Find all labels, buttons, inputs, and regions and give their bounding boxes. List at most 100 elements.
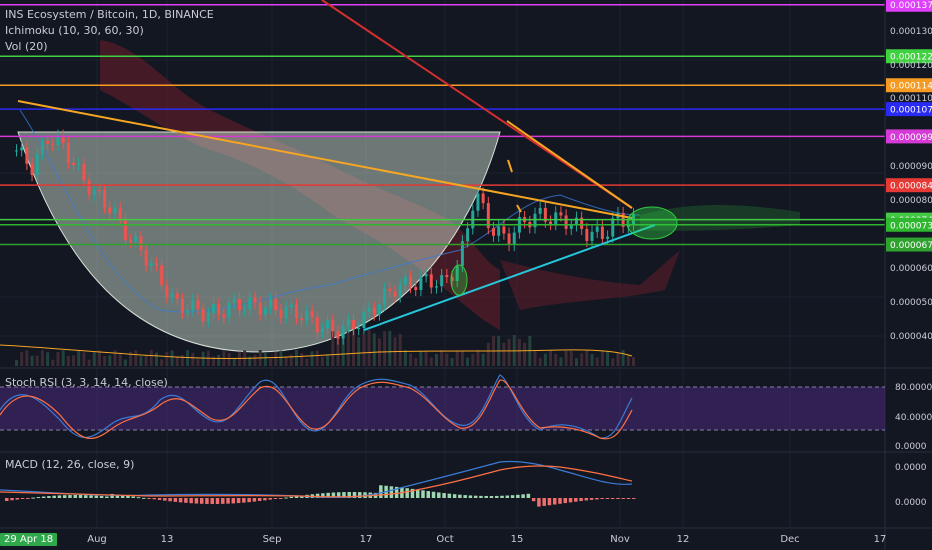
volume-bar [279,350,283,366]
macd-bar [47,496,51,498]
candle-body [40,141,44,154]
candle-body [460,241,464,266]
candle-body [15,150,18,152]
volume-legend[interactable]: Vol (20) [5,40,48,53]
orange-dash-1 [507,159,513,173]
macd-bar [62,495,67,498]
macd-bar [321,493,325,498]
candle-body [212,304,216,314]
level-label: 0.0000732 [890,221,932,231]
macd-bar [574,498,578,502]
candle-body [564,215,568,229]
downtrend-line-orange-short[interactable] [506,120,633,209]
volume-bar [357,337,361,366]
macd-bar [184,498,188,503]
volume-bar [543,353,547,366]
x-tick: Aug [87,534,107,545]
candle-body [263,307,267,315]
macd-bar [452,494,457,498]
uptrend-line-teal[interactable] [363,224,656,331]
volume-bar [341,338,345,366]
volume-bar [590,354,594,366]
stoch-tick: 0.0000 [895,442,927,452]
highlight-ellipse-small[interactable] [450,264,468,296]
candle-body [377,304,381,315]
volume-bar [445,353,449,366]
macd-bar [415,489,420,498]
volume-bar [227,352,231,366]
candle-body [269,298,273,308]
macd-bar [479,495,483,498]
macd-bar [36,497,41,499]
downtrend-line-red[interactable] [321,0,633,209]
volume-bar [616,353,620,366]
candle-body [492,228,496,236]
x-tick: 17 [360,534,373,545]
candle-body [149,263,153,266]
level-label-bg [886,217,932,232]
volume-bar [471,353,475,366]
volume-bar [103,356,107,366]
volume-bar [346,331,350,366]
volume-bar [606,351,610,366]
x-tick: 13 [161,534,174,545]
macd-bar [120,495,125,498]
candle-body [455,265,459,282]
volume-bar [175,356,179,366]
macd-bar [468,495,473,498]
price-tick: 0.0000400 [890,332,932,342]
macd-bar [289,496,294,498]
macd-bar [531,498,536,502]
candle-body [419,276,423,291]
candle-body [388,288,392,292]
stoch-tick: 80.0000 [895,383,932,393]
macd-bar [621,498,625,499]
volume-bar [217,354,221,366]
volume-bar [113,350,117,366]
level-label: 0.0001141 [890,82,932,92]
volume-bar [118,352,122,366]
macd-bar [521,494,525,498]
chart-symbol-title[interactable]: INS Ecosystem / Bitcoin, 1D, BINANCE [5,8,214,21]
candle-body [445,275,449,278]
volume-bar [538,357,542,366]
volume-bar [170,350,174,366]
volume-bar [611,358,615,366]
macd-bar [547,498,552,506]
volume-bar [388,330,392,366]
volume-bar [46,352,50,366]
candle-body [383,288,387,305]
volume-bar [269,358,273,366]
candle-body [569,225,573,229]
downtrend-line-orange-long[interactable] [17,100,633,219]
volume-bar [554,353,558,366]
volume-bar [559,357,563,366]
candle-body [165,285,169,298]
candle-body [237,299,241,311]
volume-bar [196,359,200,366]
macd-legend[interactable]: MACD (12, 26, close, 9) [5,458,135,471]
macd-bar [632,498,636,499]
volume-bar [336,333,340,366]
volume-bar [450,357,454,366]
macd-bar [105,496,109,498]
macd-bar [168,498,172,502]
macd-bar [68,495,72,498]
candle-body [186,310,190,313]
ichimoku-legend[interactable]: Ichimoku (10, 30, 60, 30) [5,24,144,37]
volume-bar [186,350,190,366]
macd-bar [537,498,541,507]
macd-bar [495,495,499,498]
candle-body [424,274,428,277]
macd-bar [57,495,62,498]
volume-bar [486,342,490,366]
macd-bar [247,498,251,503]
highlight-ellipse-large[interactable] [626,206,678,240]
stoch-legend[interactable]: Stoch RSI (3, 3, 14, 14, close) [5,376,168,389]
orange-dash-2 [516,204,522,213]
candle-body [274,298,278,311]
candle-body [103,190,107,208]
candle-body [222,314,226,318]
macd-bar [136,497,141,499]
